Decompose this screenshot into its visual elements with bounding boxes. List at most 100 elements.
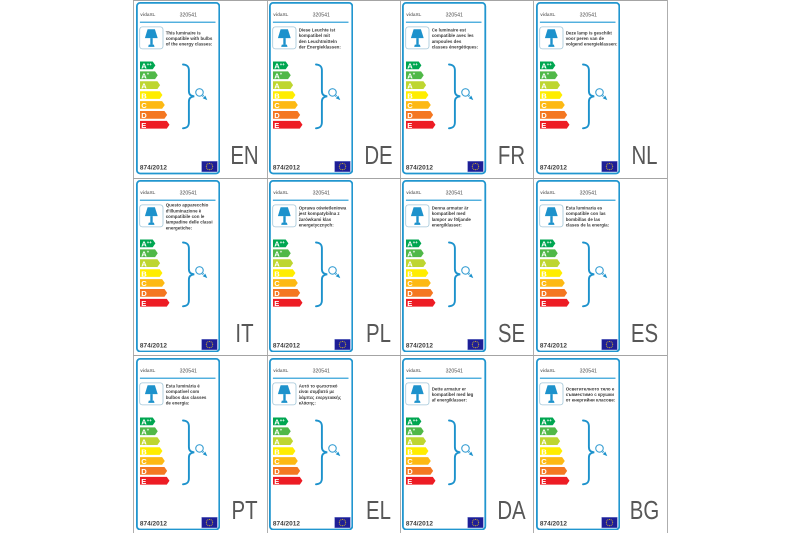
svg-text:A: A <box>141 82 147 91</box>
svg-text:A: A <box>541 82 547 91</box>
svg-text:E: E <box>141 121 146 130</box>
svg-text:320541: 320541 <box>446 13 463 19</box>
svg-text:ampoules des: ampoules des <box>432 39 462 44</box>
svg-text:D: D <box>274 467 280 476</box>
svg-text:Осветителното тяло е: Осветителното тяло е <box>565 386 614 391</box>
svg-text:A+: A+ <box>408 249 416 258</box>
svg-text:B: B <box>141 269 147 278</box>
svg-text:κλάσης:: κλάσης: <box>299 400 317 406</box>
svg-text:jest kompatybilna z: jest kompatybilna z <box>298 211 341 216</box>
svg-text:B: B <box>408 447 414 456</box>
svg-text:vidaXL: vidaXL <box>407 12 422 17</box>
svg-text:A+: A+ <box>274 72 282 81</box>
svg-text:vidaXL: vidaXL <box>540 190 555 195</box>
svg-text:bombillas de las: bombillas de las <box>565 217 600 222</box>
svg-text:This luminaire is: This luminaire is <box>165 31 201 36</box>
svg-text:E: E <box>274 477 279 486</box>
svg-text:E: E <box>141 477 146 486</box>
svg-text:A+: A+ <box>274 427 282 436</box>
svg-text:D: D <box>408 111 414 120</box>
svg-text:de energia:: de energia: <box>165 400 189 405</box>
svg-text:A: A <box>141 259 147 268</box>
svg-text:compatibile con le: compatibile con le <box>165 214 204 219</box>
svg-text:D: D <box>141 289 147 298</box>
svg-text:A++: A++ <box>274 417 285 426</box>
svg-text:λάμπες ενεργειακής: λάμπες ενεργειακής <box>299 394 342 400</box>
svg-text:Dette armatur er: Dette armatur er <box>432 386 467 391</box>
svg-text:B: B <box>408 92 414 101</box>
svg-text:C: C <box>274 279 280 288</box>
svg-text:είναι συμβατό με: είναι συμβατό με <box>299 389 335 394</box>
svg-text:A+: A+ <box>408 427 416 436</box>
svg-text:874/2012: 874/2012 <box>140 343 167 350</box>
svg-text:D: D <box>408 467 414 476</box>
svg-text:B: B <box>141 92 147 101</box>
svg-text:320541: 320541 <box>179 13 196 19</box>
svg-text:B: B <box>274 92 280 101</box>
svg-text:żarówkami klas: żarówkami klas <box>299 217 332 222</box>
svg-text:vidaXL: vidaXL <box>540 12 555 17</box>
svg-text:C: C <box>141 457 147 466</box>
svg-text:E: E <box>408 299 413 308</box>
svg-text:A+: A+ <box>408 72 416 81</box>
svg-text:vidaXL: vidaXL <box>540 368 555 373</box>
svg-text:A++: A++ <box>408 239 419 248</box>
svg-text:C: C <box>408 457 414 466</box>
svg-text:A+: A+ <box>541 249 549 258</box>
svg-text:A++: A++ <box>141 417 152 426</box>
svg-text:kompatibel med løg: kompatibel med løg <box>432 392 474 397</box>
svg-text:A+: A+ <box>274 249 282 258</box>
svg-text:B: B <box>541 269 547 278</box>
svg-text:874/2012: 874/2012 <box>540 165 567 172</box>
svg-text:lampor av följande: lampor av följande <box>432 217 472 222</box>
svg-text:320541: 320541 <box>579 13 596 19</box>
svg-text:A+: A+ <box>541 427 549 436</box>
svg-text:bulbos das classes: bulbos das classes <box>165 394 206 399</box>
svg-text:A++: A++ <box>141 62 152 71</box>
svg-text:Αυτό το φωτιστικό: Αυτό το φωτιστικό <box>299 383 338 388</box>
svg-text:A: A <box>408 82 414 91</box>
svg-text:320541: 320541 <box>313 13 330 19</box>
svg-text:d'illuminazione è: d'illuminazione è <box>165 208 201 213</box>
svg-text:C: C <box>408 102 414 111</box>
svg-text:A++: A++ <box>408 417 419 426</box>
svg-text:C: C <box>408 279 414 288</box>
svg-text:A+: A+ <box>541 72 549 81</box>
svg-text:Questo apparecchio: Questo apparecchio <box>165 203 208 208</box>
svg-text:A: A <box>541 437 547 446</box>
svg-text:A++: A++ <box>541 239 552 248</box>
svg-text:vidaXL: vidaXL <box>407 368 422 373</box>
svg-text:320541: 320541 <box>446 191 463 197</box>
svg-text:classes énergétiques:: classes énergétiques: <box>432 45 479 50</box>
svg-text:874/2012: 874/2012 <box>273 520 300 527</box>
svg-text:B: B <box>141 447 147 456</box>
svg-text:A++: A++ <box>274 239 285 248</box>
svg-text:A+: A+ <box>141 72 149 81</box>
svg-text:A: A <box>274 82 280 91</box>
svg-text:A: A <box>408 259 414 268</box>
svg-text:C: C <box>141 279 147 288</box>
svg-text:B: B <box>408 269 414 278</box>
svg-text:A: A <box>274 259 280 268</box>
svg-text:874/2012: 874/2012 <box>140 520 167 527</box>
svg-text:clases de la energía:: clases de la energía: <box>565 223 609 228</box>
svg-text:Denna armatur är: Denna armatur är <box>432 205 469 210</box>
svg-text:vidaXL: vidaXL <box>273 190 288 195</box>
svg-text:B: B <box>541 92 547 101</box>
svg-text:A+: A+ <box>141 427 149 436</box>
svg-text:E: E <box>541 121 546 130</box>
svg-text:B: B <box>541 447 547 456</box>
svg-text:energetiche:: energetiche: <box>165 225 192 230</box>
svg-text:D: D <box>141 111 147 120</box>
svg-text:Oprawa oświetleniowa: Oprawa oświetleniowa <box>299 205 347 210</box>
svg-text:compatible with bulbs: compatible with bulbs <box>165 36 212 41</box>
svg-text:lampadine delle classi: lampadine delle classi <box>165 220 212 225</box>
svg-text:320541: 320541 <box>179 368 196 374</box>
svg-text:A++: A++ <box>541 62 552 71</box>
svg-text:A: A <box>541 259 547 268</box>
svg-text:320541: 320541 <box>313 368 330 374</box>
svg-text:D: D <box>274 111 280 120</box>
svg-text:den Leuchtmitteln: den Leuchtmitteln <box>299 39 338 44</box>
svg-text:C: C <box>274 102 280 111</box>
svg-text:A: A <box>274 437 280 446</box>
